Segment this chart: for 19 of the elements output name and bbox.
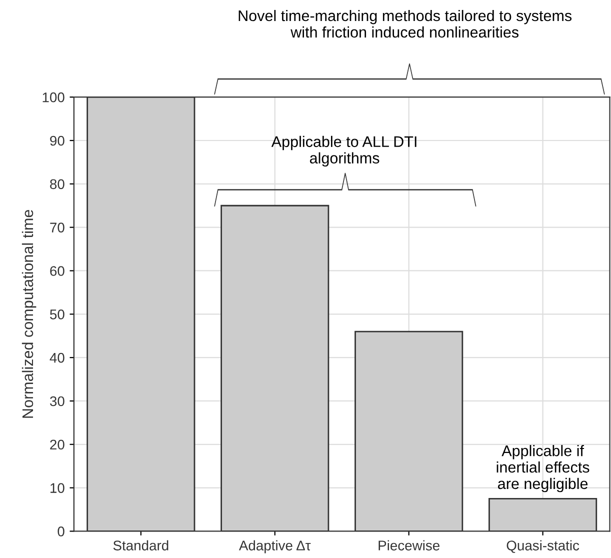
annotation: Applicable to ALL DTI algorithms — [271, 136, 416, 167]
x-tick-label: Standard — [113, 540, 168, 550]
y-tick-label: 50 — [50, 309, 64, 320]
y-tick-label: 60 — [50, 266, 64, 276]
y-axis-title: Normalized computational time — [22, 210, 36, 418]
y-tick-label: 90 — [50, 136, 64, 146]
y-tick-label: 70 — [50, 222, 64, 232]
x-tick-label: Piecewise — [378, 540, 440, 550]
y-tick-label: 100 — [42, 92, 64, 102]
x-tick-label: Adaptive Δτ — [238, 540, 311, 554]
y-tick-label: 30 — [50, 396, 64, 406]
y-tick-label: 10 — [50, 483, 64, 493]
y-tick-label: 0 — [58, 526, 64, 536]
y-tick-label: 40 — [50, 352, 64, 363]
text: Novel time-marching methods tailored to systems with friction induced nonlinearities — [238, 10, 572, 38]
x-tick-label: Quasi-static — [506, 540, 580, 553]
annotation: Applicable if inertial effects are negligible — [496, 444, 590, 492]
y-tick-label: 20 — [50, 440, 64, 450]
y-tick-label: 80 — [50, 179, 64, 190]
